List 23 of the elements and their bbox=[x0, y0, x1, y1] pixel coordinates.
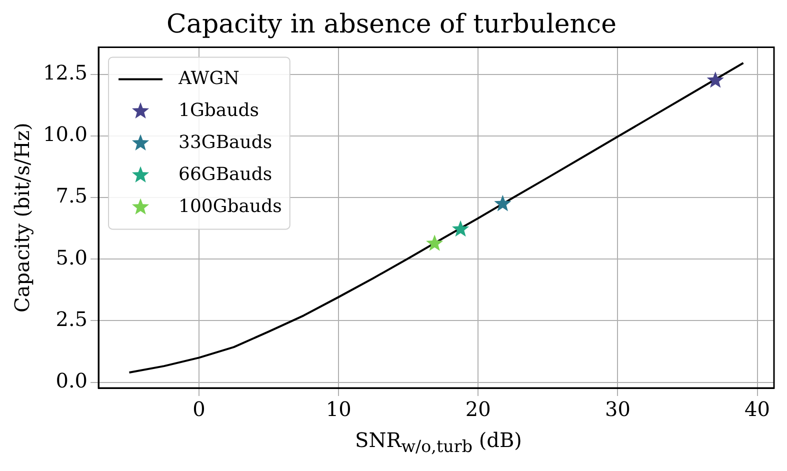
point bbox=[706, 71, 724, 88]
chart-title: Capacity in absence of turbulence bbox=[166, 9, 616, 40]
x-tick-label: 40 bbox=[744, 397, 770, 422]
legend-label: 33GBauds bbox=[178, 132, 272, 153]
y-tick-label: 0.0 bbox=[56, 368, 88, 393]
y-tick-label: 12.5 bbox=[43, 60, 88, 85]
x-tick-label: 20 bbox=[465, 397, 491, 422]
point bbox=[426, 234, 444, 251]
y-tick-label: 2.5 bbox=[56, 306, 88, 331]
x-tick-label: 30 bbox=[604, 397, 630, 422]
point bbox=[494, 194, 512, 212]
y-tick-label: 7.5 bbox=[56, 184, 88, 208]
legend-label: 1Gbauds bbox=[178, 100, 259, 121]
legend-label: 66GBauds bbox=[178, 164, 272, 185]
y-tick-label: 10.0 bbox=[43, 122, 88, 146]
x-tick-label: 10 bbox=[326, 397, 352, 422]
x-tick-label: 0 bbox=[192, 397, 206, 422]
y-axis-title: Capacity (bit/s/Hz) bbox=[10, 122, 34, 313]
x-axis-title: SNR$_{w/o,turb}$ (dB) bbox=[354, 428, 523, 456]
point bbox=[452, 220, 470, 237]
legend-label: 100Gbauds bbox=[178, 196, 282, 217]
y-tick-label: 5.0 bbox=[56, 245, 88, 270]
legend-label: AWGN bbox=[178, 68, 240, 89]
